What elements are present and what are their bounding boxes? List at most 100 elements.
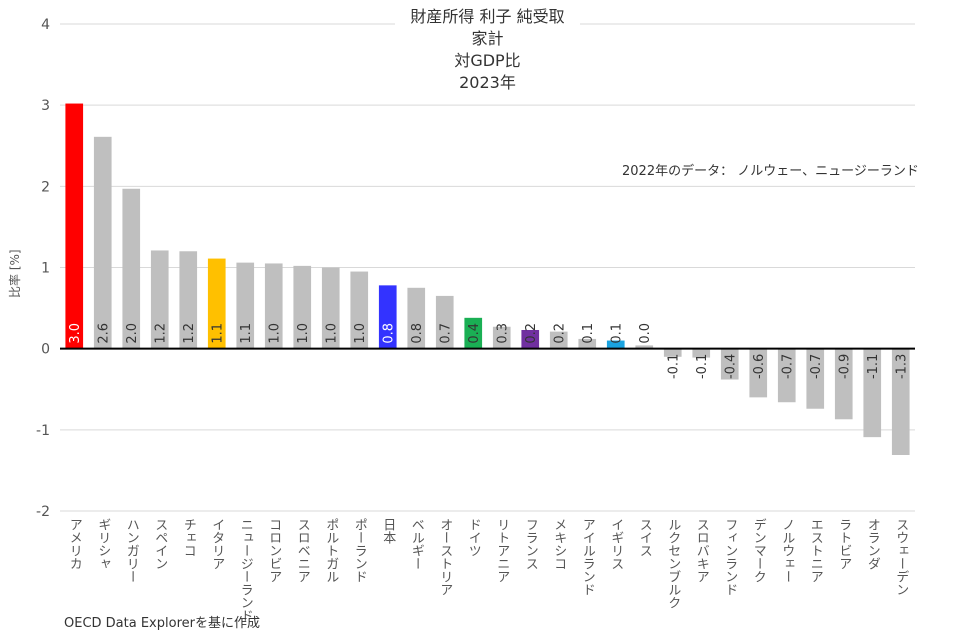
- x-tick-label: チェコ: [181, 518, 196, 557]
- data-label: -0.9: [838, 354, 853, 379]
- title-line-3: 対GDP比: [454, 51, 521, 70]
- data-labels: 3.0 2.6 2.0 1.2 1.2 1.1 1.1 1.0 1.0 1.0 1.0 0.8 0.8 0…: [68, 323, 910, 379]
- bar: [891, 348, 910, 455]
- data-label: -1.1: [866, 354, 881, 379]
- data-label: -0.7: [809, 354, 824, 379]
- data-label: 1.1: [239, 323, 254, 344]
- data-label: 1.1: [211, 323, 226, 344]
- bar: [378, 285, 397, 349]
- x-tick-label: 日本: [380, 518, 396, 544]
- x-tick-label: ノルウェー: [779, 518, 794, 583]
- x-tick-label: オーストリア: [437, 518, 452, 596]
- data-label: 2.0: [125, 323, 140, 344]
- x-tick-label: スロバキア: [694, 518, 710, 583]
- source-note: OECD Data Explorerを基に作成: [64, 616, 260, 631]
- data-label: 1.0: [268, 323, 283, 344]
- x-tick-label: スウェーデン: [893, 518, 908, 596]
- data-label: 3.0: [68, 323, 83, 344]
- x-tick-label: フランス: [523, 518, 538, 570]
- bar: [578, 338, 597, 349]
- y-tick-label: 2: [41, 179, 50, 195]
- x-tick-label: ギリシャ: [95, 518, 110, 570]
- bar: [150, 250, 169, 349]
- data-label: 0.2: [553, 323, 568, 344]
- bar: [549, 331, 568, 349]
- data-label: 1.2: [154, 323, 169, 344]
- y-tick-label: 1: [41, 261, 50, 277]
- x-tick-label: アイルランド: [580, 518, 595, 596]
- data-label: 2.6: [97, 323, 112, 344]
- bar: [93, 136, 112, 349]
- x-tick-label: ポーランド: [352, 518, 367, 583]
- data-label: 1.0: [353, 323, 368, 344]
- x-tick-label: ニュージーランド: [238, 518, 253, 622]
- bar: [293, 265, 312, 349]
- data-label: 0.1: [581, 323, 596, 344]
- data-label: -0.4: [724, 354, 739, 379]
- data-label: -0.1: [667, 354, 682, 379]
- bar: [236, 262, 255, 349]
- bar: [492, 326, 511, 349]
- x-tick-label: アメリカ: [67, 518, 82, 570]
- bar: [834, 348, 853, 420]
- y-tick-label: 3: [41, 98, 50, 114]
- data-label: 0.3: [496, 323, 511, 344]
- data-label: 0.2: [524, 323, 539, 344]
- bar: [749, 348, 768, 398]
- data-label: 0.8: [410, 323, 425, 344]
- x-tick-label: ルクセンブルク: [665, 518, 681, 609]
- x-tick-label: リトアニア: [494, 518, 509, 583]
- x-tick-label: フィンランド: [722, 518, 737, 596]
- title-line-1: 財産所得 利子 純受取: [410, 7, 565, 26]
- bar: [521, 329, 540, 349]
- data-label: -0.7: [781, 354, 796, 379]
- bar: [863, 348, 882, 438]
- x-tick-label: スイス: [637, 518, 652, 557]
- bar: [464, 317, 483, 349]
- x-tick-labels: アメリカ ギリシャ ハンガリー スペイン チェコ イタリア ニュージーランド コロンビア スロベ…: [67, 518, 909, 622]
- x-tick-label: ラトビア: [836, 518, 851, 570]
- title-line-4: 2023年: [459, 73, 516, 92]
- bars: [65, 103, 910, 455]
- x-tick-label: イタリア: [209, 518, 224, 570]
- data-label: 1.2: [182, 323, 197, 344]
- bar: [806, 348, 825, 409]
- x-tick-label: メキシコ: [551, 518, 566, 570]
- x-tick-label: ベルギー: [409, 518, 425, 570]
- data-label: -0.1: [695, 354, 710, 379]
- bar: [179, 251, 198, 349]
- bar: [350, 271, 369, 349]
- bar: [635, 345, 654, 349]
- x-tick-label: オランダ: [865, 518, 880, 570]
- data-label: 0.1: [610, 323, 625, 344]
- x-tick-label: エストニア: [808, 518, 823, 583]
- x-tick-label: ドイツ: [466, 518, 481, 557]
- bar: [435, 295, 454, 349]
- bar: [122, 188, 141, 349]
- y-tick-label: -1: [36, 423, 50, 439]
- data-label: 0.8: [382, 323, 397, 344]
- data-label: 1.0: [296, 323, 311, 344]
- data-label: 0.0: [638, 323, 653, 344]
- x-tick-label: ポルトガル: [323, 518, 338, 583]
- data-label: 1.0: [325, 323, 340, 344]
- x-tick-label: デンマーク: [751, 518, 766, 583]
- bar: [264, 263, 283, 349]
- y-axis-label: 比率 [%]: [8, 249, 22, 298]
- x-tick-label: コロンビア: [266, 518, 281, 583]
- data-label: 0.4: [467, 323, 482, 344]
- annotation-note: 2022年のデータ： ノルウェー、ニュージーランド: [620, 160, 921, 179]
- bar: [777, 348, 796, 403]
- x-tick-label: スロベニア: [295, 518, 311, 583]
- x-tick-label: スペイン: [152, 518, 168, 570]
- y-tick-label: 0: [41, 342, 50, 358]
- chart-title: 財産所得 利子 純受取 家計 対GDP比 2023年: [395, 6, 580, 94]
- bar: [720, 348, 739, 380]
- bar: [407, 287, 426, 349]
- title-line-2: 家計: [471, 29, 504, 48]
- data-label: -1.3: [895, 354, 910, 379]
- y-tick-labels: 4 3 2 1 0 -1 -2: [36, 17, 50, 520]
- bar: [606, 340, 625, 349]
- bar: [663, 348, 682, 357]
